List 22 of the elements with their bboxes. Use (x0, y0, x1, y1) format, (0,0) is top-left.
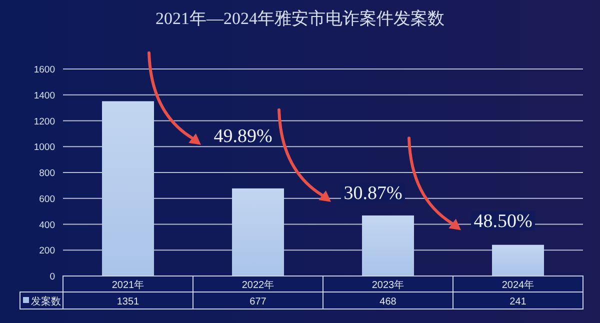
y-tick-label: 800 (39, 168, 55, 179)
x-tick-label: 2023年 (372, 279, 404, 291)
y-tick-label: 400 (39, 220, 55, 231)
data-label: 241 (510, 296, 527, 308)
y-tick-label: 600 (39, 194, 55, 205)
y-tick-label: 1600 (34, 64, 55, 76)
annotation: 30.87% (344, 182, 402, 204)
data-label: 468 (380, 296, 397, 308)
y-tick-label: 1000 (34, 142, 55, 154)
annotation: 48.50% (474, 211, 532, 232)
data-label: 1351 (116, 296, 140, 308)
x-tick-label: 2022年 (242, 279, 274, 291)
annotation: 49.89% (214, 126, 272, 147)
y-tick-label: 0 (50, 272, 55, 282)
x-tick-label: 2024年 (502, 279, 534, 291)
y-tick-label: 1200 (34, 116, 55, 128)
data-label: 677 (250, 296, 267, 308)
y-tick-label: 1400 (34, 90, 55, 102)
x-tick-label: 2021年 (112, 279, 144, 291)
y-tick-label: 200 (39, 246, 55, 257)
chart-title: 2021年—2024年雅安市电诈案件发案数 (156, 9, 444, 28)
legend-label: 发案数 (31, 296, 61, 308)
